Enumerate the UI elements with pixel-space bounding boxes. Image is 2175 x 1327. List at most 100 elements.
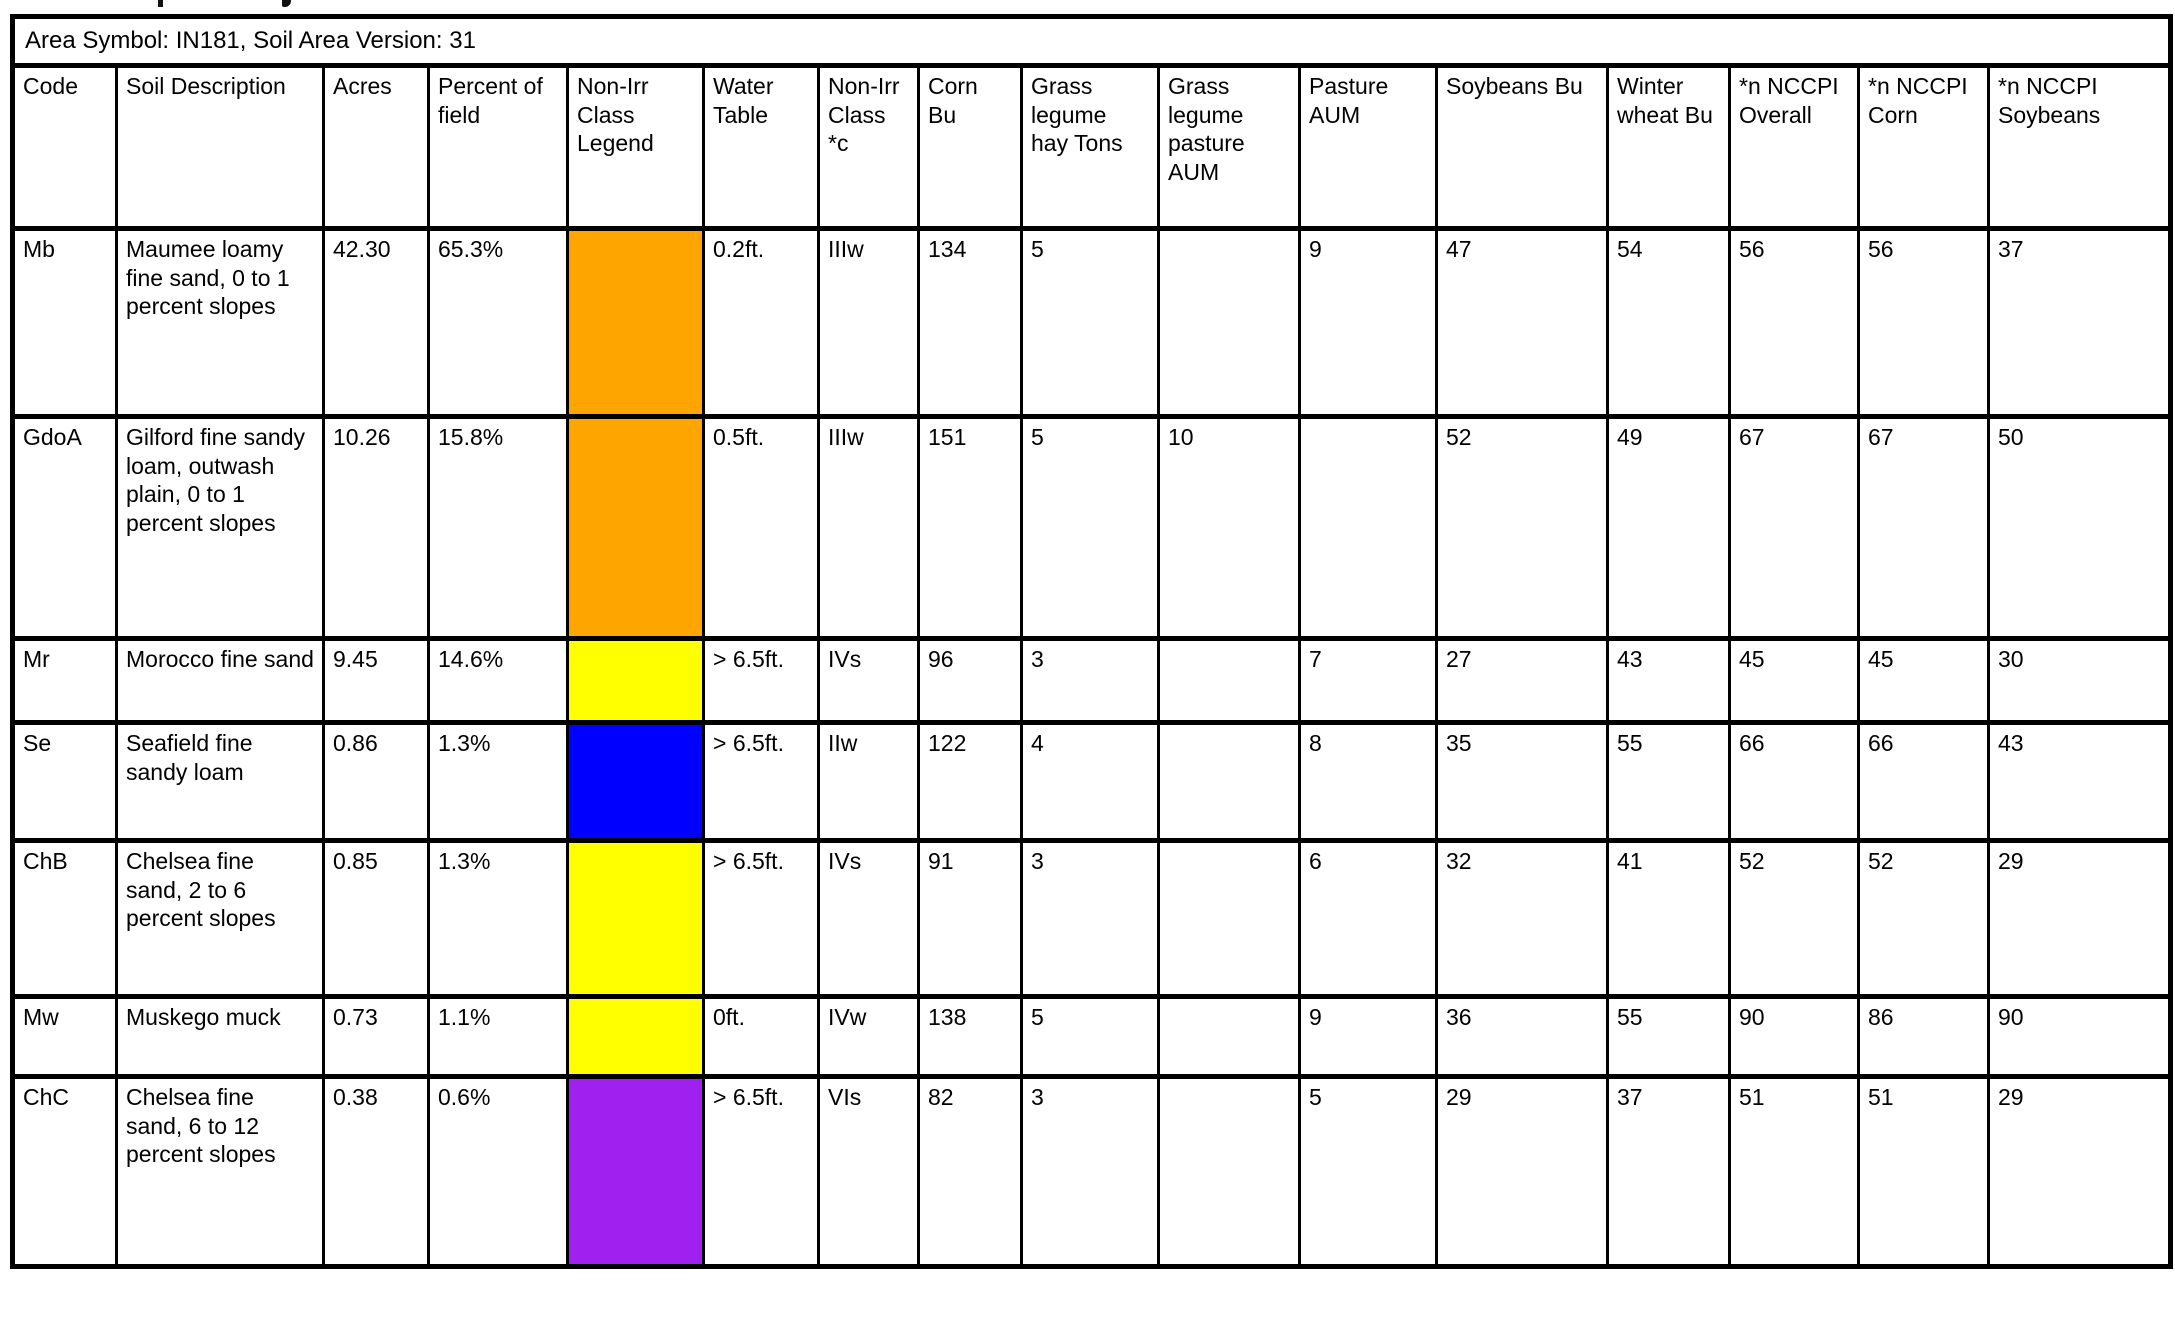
cell-water-table: > 6.5ft. [702,636,820,725]
cell-code: Mr [11,636,118,725]
cell-pasture-aum: 5 [1298,1074,1438,1269]
cell-nccpi-overall: 67 [1728,414,1860,641]
col-header-pasture-aum: Pasture AUM [1298,63,1438,231]
table-title: Area Symbol: IN181, Soil Area Version: 3… [10,14,2173,68]
cell-corn-bu: 134 [917,226,1023,419]
cell-soil-description: Seafield fine sandy loam [115,720,325,843]
cell-non-irr-class: IIIw [817,226,920,419]
cell-grass-legume-hay-tons: 5 [1020,414,1160,641]
table-header-row: Code Soil Description Acres Percent of f… [11,63,2173,231]
cell-water-table: 0ft. [702,994,820,1079]
cell-non-irr-class: IVw [817,994,920,1079]
cell-nccpi-soybeans: 90 [1986,994,2173,1079]
cell-nccpi-soybeans: 29 [1986,838,2173,999]
cell-nccpi-soybeans: 50 [1986,414,2173,641]
table-row: GdoA Gilford fine sandy loam, outwash pl… [11,414,2173,641]
cell-percent: 0.6% [427,1074,569,1269]
table-title-row: Area Symbol: IN181, Soil Area Version: 3… [10,14,2173,68]
cell-percent: 65.3% [427,226,569,419]
cell-soybeans-bu: 27 [1435,636,1609,725]
cell-percent: 14.6% [427,636,569,725]
cell-code: Mb [11,226,118,419]
cropped-text-remnant [158,0,163,7]
cell-winter-wheat-bu: 37 [1606,1074,1731,1269]
cell-pasture-aum: 8 [1298,720,1438,843]
cell-soil-description: Chelsea fine sand, 2 to 6 percent slopes [115,838,325,999]
cell-percent: 1.1% [427,994,569,1079]
col-header-acres: Acres [322,63,430,231]
cell-code: GdoA [11,414,118,641]
cell-nccpi-soybeans: 29 [1986,1074,2173,1269]
table-row: Mb Maumee loamy fine sand, 0 to 1 percen… [11,226,2173,419]
cell-pasture-aum: 7 [1298,636,1438,725]
cell-soybeans-bu: 29 [1435,1074,1609,1269]
cell-soil-description: Gilford fine sandy loam, outwash plain, … [115,414,325,641]
legend-swatch [566,226,705,419]
cell-non-irr-class: VIs [817,1074,920,1269]
col-header-grass-legume-pasture-aum: Grass legume pasture AUM [1157,63,1301,231]
cell-acres: 10.26 [322,414,430,641]
cell-winter-wheat-bu: 41 [1606,838,1731,999]
legend-swatch [566,838,705,999]
col-header-non-irr-class: Non-Irr Class *c [817,63,920,231]
legend-swatch [566,1074,705,1269]
table-row: ChC Chelsea fine sand, 6 to 12 percent s… [11,1074,2173,1269]
cell-water-table: > 6.5ft. [702,1074,820,1269]
cell-acres: 42.30 [322,226,430,419]
legend-swatch [566,994,705,1079]
cell-grass-legume-pasture-aum [1157,1074,1301,1269]
cell-code: Mw [11,994,118,1079]
cell-water-table: > 6.5ft. [702,838,820,999]
cell-nccpi-corn: 45 [1857,636,1990,725]
cell-soybeans-bu: 47 [1435,226,1609,419]
cell-grass-legume-pasture-aum [1157,226,1301,419]
legend-swatch [566,414,705,641]
cell-water-table: > 6.5ft. [702,720,820,843]
cell-winter-wheat-bu: 55 [1606,720,1731,843]
cell-nccpi-soybeans: 37 [1986,226,2173,419]
cell-grass-legume-hay-tons: 3 [1020,1074,1160,1269]
col-header-non-irr-class-legend: Non-Irr Class Legend [566,63,705,231]
cell-nccpi-overall: 90 [1728,994,1860,1079]
cell-nccpi-overall: 51 [1728,1074,1860,1269]
cropped-text-remnant [282,0,291,7]
cell-grass-legume-hay-tons: 3 [1020,636,1160,725]
col-header-winter-wheat-bu: Winter wheat Bu [1606,63,1731,231]
cell-soil-description: Maumee loamy fine sand, 0 to 1 percent s… [115,226,325,419]
cell-acres: 9.45 [322,636,430,725]
cell-grass-legume-pasture-aum [1157,636,1301,725]
soil-data-table: Area Symbol: IN181, Soil Area Version: 3… [10,14,2174,1269]
cell-corn-bu: 91 [917,838,1023,999]
cell-nccpi-overall: 52 [1728,838,1860,999]
cell-soybeans-bu: 36 [1435,994,1609,1079]
cell-code: ChC [11,1074,118,1269]
cell-winter-wheat-bu: 49 [1606,414,1731,641]
cell-non-irr-class: IIIw [817,414,920,641]
cell-corn-bu: 138 [917,994,1023,1079]
cell-acres: 0.73 [322,994,430,1079]
cell-non-irr-class: IIw [817,720,920,843]
col-header-corn-bu: Corn Bu [917,63,1023,231]
cell-pasture-aum [1298,414,1438,641]
cell-percent: 15.8% [427,414,569,641]
cell-grass-legume-hay-tons: 5 [1020,994,1160,1079]
cell-corn-bu: 96 [917,636,1023,725]
cell-nccpi-overall: 66 [1728,720,1860,843]
cell-grass-legume-pasture-aum [1157,838,1301,999]
cell-nccpi-corn: 86 [1857,994,1990,1079]
cell-nccpi-overall: 56 [1728,226,1860,419]
cell-code: ChB [11,838,118,999]
cell-grass-legume-pasture-aum: 10 [1157,414,1301,641]
table-row: Mr Morocco fine sand 9.45 14.6% > 6.5ft.… [11,636,2173,725]
cell-percent: 1.3% [427,838,569,999]
col-header-water-table: Water Table [702,63,820,231]
cell-nccpi-soybeans: 30 [1986,636,2173,725]
cell-nccpi-corn: 67 [1857,414,1990,641]
cell-soil-description: Muskego muck [115,994,325,1079]
table-row: ChB Chelsea fine sand, 2 to 6 percent sl… [11,838,2173,999]
cell-nccpi-overall: 45 [1728,636,1860,725]
cell-grass-legume-hay-tons: 4 [1020,720,1160,843]
cell-soybeans-bu: 35 [1435,720,1609,843]
cell-acres: 0.85 [322,838,430,999]
cell-non-irr-class: IVs [817,636,920,725]
